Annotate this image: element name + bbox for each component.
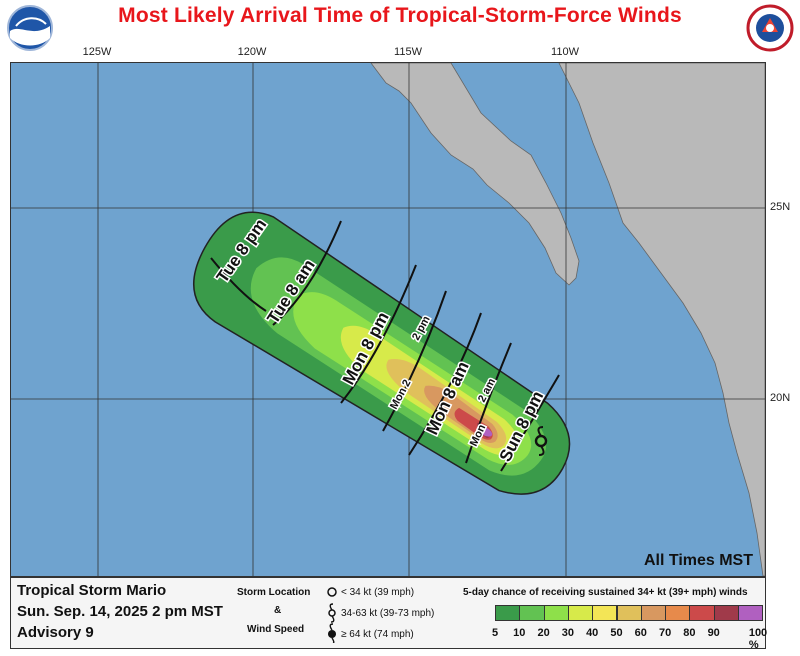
storm-symbol-key-icon — [327, 587, 337, 643]
longitude-label: 125W — [82, 46, 112, 58]
nws-logo-icon — [746, 4, 794, 52]
storm-name: Tropical Storm Mario — [17, 582, 167, 599]
probability-label: 60 — [634, 627, 647, 639]
longitude-label: 120W — [237, 46, 267, 58]
probability-label: 20 — [537, 627, 550, 639]
probability-label: 5 — [491, 627, 499, 639]
probability-swatch — [738, 605, 764, 621]
legend-panel: Tropical Storm Mario Sun. Sep. 14, 2025 … — [10, 577, 768, 651]
probability-swatch — [495, 605, 521, 621]
probability-label: 50 — [610, 627, 623, 639]
probability-swatch — [616, 605, 642, 621]
probability-label: 10 — [513, 627, 526, 639]
mainland-mexico-land — [558, 63, 765, 576]
probability-swatch — [665, 605, 691, 621]
probability-label: 80 — [683, 627, 696, 639]
latitude-label: 20N — [770, 392, 791, 404]
map-title: Most Likely Arrival Time of Tropical-Sto… — [118, 4, 682, 27]
probability-swatch — [592, 605, 618, 621]
storm-date: Sun. Sep. 14, 2025 2 pm MST — [17, 603, 223, 620]
time-zone-note: All Times MST — [643, 552, 753, 569]
storm-key-item: < 34 kt (39 mph) — [341, 587, 415, 598]
noaa-logo-icon — [7, 5, 53, 51]
longitude-label: 115W — [394, 46, 422, 58]
probability-swatch — [689, 605, 715, 621]
probability-legend-title: 5-day chance of receiving sustained 34+ … — [463, 587, 748, 598]
latitude-label: 25N — [770, 201, 791, 213]
storm-location-header: Storm Location — [237, 587, 311, 598]
longitude-label: 110W — [551, 46, 579, 58]
storm-key-item: ≥ 64 kt (74 mph) — [341, 629, 414, 640]
probability-label: 70 — [658, 627, 672, 639]
map-panel[interactable]: Tue 8 pm Tue 8 am Mon 8 pm 2 pm Mon 2 Mo… — [10, 62, 766, 577]
advisory-number: Advisory 9 — [17, 624, 94, 641]
baja-california-land — [370, 63, 580, 286]
probability-label: 100 % — [748, 627, 768, 651]
probability-swatch — [640, 605, 667, 621]
probability-label: 30 — [561, 627, 575, 639]
storm-key-amp: & — [274, 605, 282, 616]
probability-swatch — [543, 605, 569, 621]
probability-label: 90 — [707, 627, 720, 639]
wind-probability-swath — [193, 211, 571, 495]
probability-swatch — [519, 605, 545, 621]
wind-speed-header: Wind Speed — [247, 624, 305, 635]
probability-swatch — [567, 605, 594, 621]
probability-swatch — [713, 605, 739, 621]
map-canvas: Tue 8 pm Tue 8 am Mon 8 pm 2 pm Mon 2 Mo… — [11, 63, 765, 576]
arrival-isochrones — [210, 220, 560, 472]
probability-label: 40 — [586, 627, 599, 639]
storm-location-icon — [534, 426, 548, 456]
storm-key-item: 34-63 kt (39-73 mph) — [341, 608, 435, 619]
